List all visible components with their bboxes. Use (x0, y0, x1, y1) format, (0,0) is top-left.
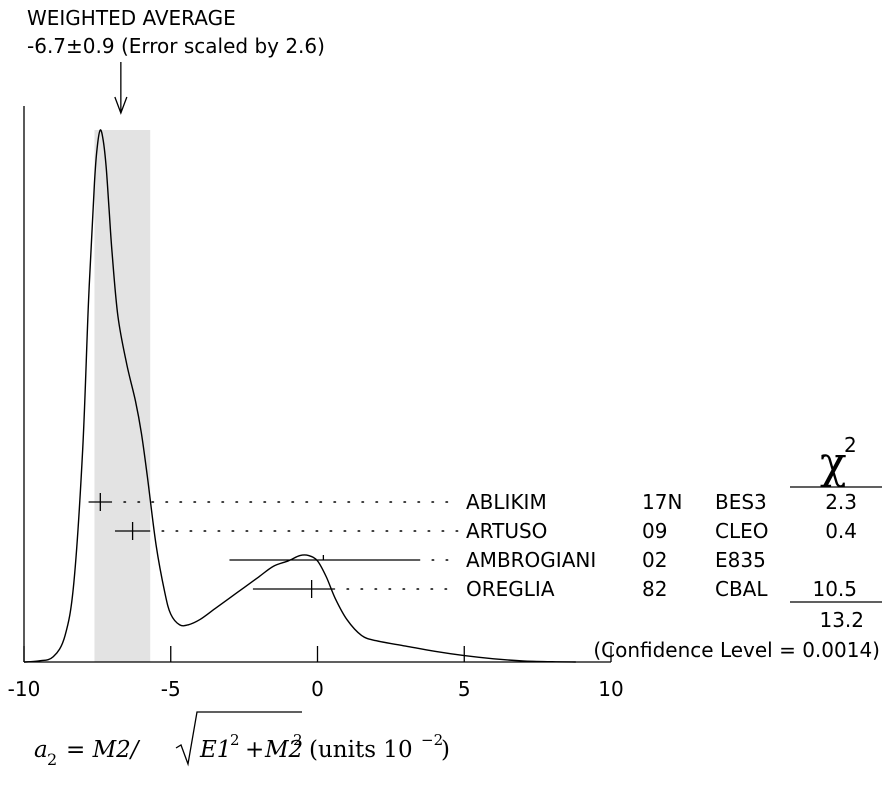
x-axis-ticks (23, 646, 612, 662)
x-label-units-close: ) (441, 737, 450, 763)
measurement-year: 82 (642, 577, 667, 601)
measurements: ABLIKIM 17N BES3 2.3 ARTUSO 09 CLEO 0.4 AMBROGIA… (88, 490, 857, 601)
weighted-average-arrow (114, 62, 128, 115)
x-label-units-exponent: −2 (421, 731, 443, 749)
measurement-row: OREGLIA 82 CBAL 10.5 (252, 577, 857, 601)
sqrt-sign (175, 711, 302, 767)
x-tick-label: 0 (311, 677, 324, 701)
x-tick-label: 10 (598, 677, 623, 701)
x-label-units: (units 10 (309, 737, 413, 763)
chi2-total: 13.2 (819, 608, 864, 632)
measurement-row: ARTUSO 09 CLEO 0.4 (114, 519, 857, 543)
arrow-head (114, 96, 128, 115)
measurement-experiment: E835 (715, 548, 766, 572)
chi2-header: χ (820, 438, 847, 489)
measurement-name: AMBROGIANI (466, 548, 596, 572)
x-axis-label: a 2 = M2/ E1 2 + M2 2 (units 10 −2 ) (34, 711, 450, 769)
measurement-year: 02 (642, 548, 667, 572)
confidence-level: (Confidence Level = 0.0014) (593, 638, 880, 662)
x-label-subscript: 2 (47, 750, 57, 769)
weighted-average-band (94, 130, 151, 662)
weighted-average-value: -6.7±0.9 (Error scaled by 2.6) (27, 34, 325, 58)
x-tick-label: 5 (458, 677, 471, 701)
ideogram-curve (23, 129, 576, 663)
x-tick-label: -5 (161, 677, 181, 701)
x-label-symbol: a (34, 737, 48, 763)
measurement-row: AMBROGIANI 02 E835 (229, 548, 766, 572)
weighted-average-title: WEIGHTED AVERAGE (27, 6, 236, 30)
measurement-name: ABLIKIM (466, 490, 547, 514)
measurement-name: ARTUSO (466, 519, 547, 543)
measurement-experiment: CBAL (715, 577, 768, 601)
measurement-name: OREGLIA (466, 577, 555, 601)
measurement-chi2: 0.4 (825, 519, 857, 543)
x-label-sup-b: 2 (293, 731, 303, 749)
measurement-experiment: CLEO (715, 519, 769, 543)
x-label-plus: + (245, 737, 264, 763)
measurement-year: 17N (642, 490, 682, 514)
x-label-root-b: M2 (264, 737, 303, 763)
x-tick-label: -10 (8, 677, 41, 701)
x-label-root-a: E1 (199, 737, 231, 763)
measurement-year: 09 (642, 519, 667, 543)
x-label-sup-a: 2 (230, 731, 240, 749)
measurement-row: ABLIKIM 17N BES3 2.3 (88, 490, 857, 514)
chi2-header-exponent: 2 (844, 433, 857, 457)
measurement-experiment: BES3 (715, 490, 767, 514)
x-axis-tick-labels: -10 -5 0 5 10 (8, 677, 624, 701)
x-label-eq: = M2/ (66, 737, 141, 763)
measurement-chi2: 2.3 (825, 490, 857, 514)
measurement-chi2: 10.5 (812, 577, 857, 601)
